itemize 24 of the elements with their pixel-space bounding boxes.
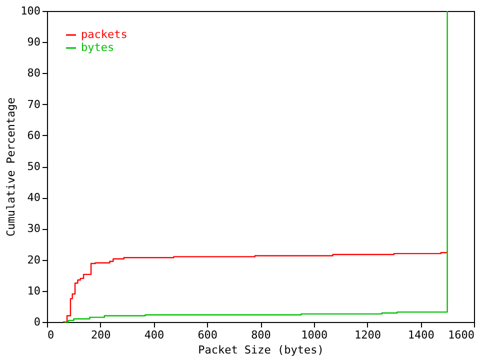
- y-tick-label: 50: [27, 160, 40, 173]
- y-tick-label: 40: [27, 191, 40, 204]
- y-tick-label: 90: [27, 36, 40, 49]
- x-tick-label: 800: [251, 328, 271, 342]
- y-tick-label: 0: [34, 316, 40, 328]
- y-axis-title: Cumulative Percentage: [4, 97, 18, 237]
- y-tick-label: 10: [27, 284, 40, 298]
- x-tick-label: 600: [198, 328, 218, 342]
- x-tick-label: 1000: [301, 328, 328, 342]
- x-tick-label: 1400: [408, 328, 434, 342]
- x-tick-label: 0: [48, 328, 54, 342]
- x-tick-label: 1600: [448, 328, 474, 342]
- x-tick-label: 400: [144, 328, 164, 342]
- y-tick-label: 70: [27, 98, 40, 111]
- legend-label: packets: [81, 28, 128, 41]
- x-axis-title: Packet Size (bytes): [198, 344, 324, 356]
- x-tick-label: 1200: [354, 328, 381, 342]
- legend-label: bytes: [81, 41, 114, 54]
- y-tick-label: 100: [20, 4, 40, 18]
- y-tick-label: 80: [27, 66, 40, 80]
- y-tick-label: 20: [27, 253, 40, 266]
- y-tick-label: 60: [27, 128, 40, 142]
- x-tick-label: 200: [90, 328, 111, 342]
- y-tick-label: 30: [27, 222, 40, 236]
